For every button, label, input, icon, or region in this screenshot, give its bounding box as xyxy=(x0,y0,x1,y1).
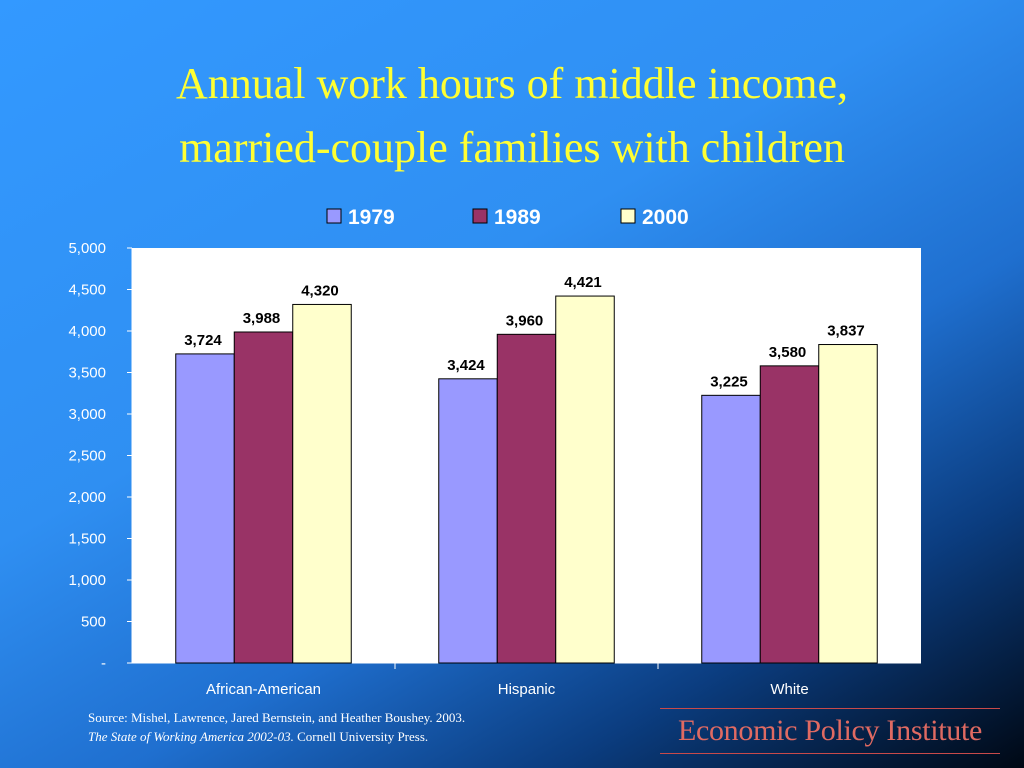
source-citation: Source: Mishel, Lawrence, Jared Bernstei… xyxy=(88,708,465,746)
data-label: 4,421 xyxy=(564,274,602,291)
legend-label-1979: 1979 xyxy=(348,206,395,229)
data-label: 3,724 xyxy=(184,332,222,349)
y-tick-label: 2,000 xyxy=(68,489,106,506)
y-tick-label: 3,000 xyxy=(68,406,106,423)
chart-title-line-1: Annual work hours of middle income, xyxy=(175,59,849,108)
y-tick-label: 1,000 xyxy=(68,572,106,589)
bar-1989-white xyxy=(759,365,820,664)
y-tick-label: 500 xyxy=(81,614,106,631)
source-line-1: Source: Mishel, Lawrence, Jared Bernstei… xyxy=(88,710,466,725)
bar-1979-african-american xyxy=(175,353,235,664)
data-label: 3,580 xyxy=(769,344,807,361)
legend-label-2000: 2000 xyxy=(642,206,689,229)
bar-1989-hispanic xyxy=(496,333,557,664)
bar-1979-hispanic xyxy=(438,378,498,664)
y-tick-label: 1,500 xyxy=(68,531,106,548)
legend-swatch-1979 xyxy=(326,208,342,224)
bar-2000-african-american xyxy=(292,303,352,664)
y-tick-label: 3,500 xyxy=(68,365,106,382)
data-label: 3,837 xyxy=(827,323,865,340)
data-label: 3,424 xyxy=(447,357,485,374)
bar-1979-white xyxy=(701,394,761,664)
data-label: 4,320 xyxy=(301,282,339,299)
y-tick-label: - xyxy=(101,655,106,672)
brand-logo-text: Economic Policy Institute xyxy=(660,708,1000,754)
x-category-label: White xyxy=(770,681,808,698)
x-category-label: African-American xyxy=(206,681,321,698)
source-publisher: Cornell University Press. xyxy=(293,729,429,744)
x-category-label: Hispanic xyxy=(498,681,556,698)
bar-1989-african-american xyxy=(233,331,294,664)
source-line-2: The State of Working America 2002-03. Co… xyxy=(88,727,465,746)
chart-title-line-2: married-couple families with children xyxy=(179,123,845,172)
data-label: 3,988 xyxy=(243,310,281,327)
bar-2000-white xyxy=(818,344,878,664)
chart-title: Annual work hours of middle income, marr… xyxy=(0,52,1024,180)
y-tick-label: 4,000 xyxy=(68,323,106,340)
source-book-title: The State of Working America 2002-03. xyxy=(88,729,294,744)
legend-label-1989: 1989 xyxy=(494,206,541,229)
legend-swatch-2000 xyxy=(620,208,636,224)
y-tick-label: 2,500 xyxy=(68,448,106,465)
bar-2000-hispanic xyxy=(555,295,615,664)
data-label: 3,225 xyxy=(710,373,748,390)
y-tick-label: 4,500 xyxy=(68,282,106,299)
legend-swatch-1989 xyxy=(472,208,488,224)
y-tick-label: 5,000 xyxy=(68,240,106,257)
data-label: 3,960 xyxy=(506,312,544,329)
